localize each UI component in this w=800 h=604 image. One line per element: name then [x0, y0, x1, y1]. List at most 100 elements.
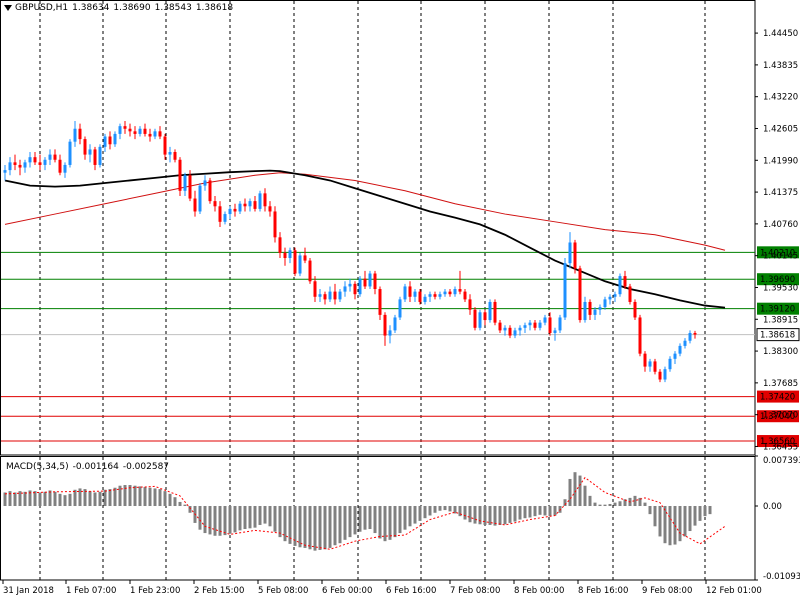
macd-histogram-bar [143, 487, 147, 507]
candle-body [583, 301, 587, 321]
macd-histogram-bar [493, 506, 497, 526]
candle-body [678, 345, 682, 354]
macd-histogram-bar [78, 488, 82, 507]
candle-body [78, 128, 82, 140]
macd-name: MACD(5,34,5) [6, 462, 69, 472]
ma-slow-black-line [4, 169, 726, 309]
candle-body [658, 371, 662, 380]
candle-body [378, 289, 382, 315]
candle-body [498, 322, 502, 331]
macd-tick-label: 0.00 [763, 502, 782, 512]
macd-histogram-bar [358, 506, 362, 532]
candle-body [488, 301, 492, 321]
macd-histogram-bar [583, 485, 587, 507]
time-tick-label: 1 Feb 23:00 [130, 586, 180, 596]
macd-histogram-bar [638, 497, 642, 507]
macd-histogram-bar [538, 506, 542, 515]
macd-histogram-bar [403, 506, 407, 530]
macd-histogram-bar [38, 492, 42, 507]
candle-body [318, 294, 322, 297]
low-value: 1.38543 [154, 3, 192, 13]
close-value: 1.38618 [195, 3, 234, 13]
macd-tick-label: -0.010939 [763, 572, 800, 582]
macd-histogram-bar [368, 506, 372, 530]
candle-body [418, 291, 422, 302]
macd-histogram-bar [28, 490, 32, 507]
candle-body [288, 250, 292, 259]
macd-histogram-bar [488, 506, 492, 525]
candle-body [223, 214, 227, 222]
candle-body [543, 317, 547, 323]
macd-histogram-bar [178, 501, 182, 507]
candle-body [153, 131, 157, 137]
candle-body [388, 330, 392, 336]
candle-body [188, 175, 192, 199]
macd-tick-label: 0.007393 [763, 456, 800, 466]
macd-histogram-bar [593, 502, 597, 507]
macd-histogram-bar [268, 506, 272, 527]
macd-histogram-bar [588, 495, 592, 507]
macd-histogram-bar [208, 506, 212, 535]
candle-body [253, 201, 257, 209]
candle-body [628, 286, 632, 302]
price-tick-label: 1.38915 [763, 315, 798, 325]
candle-body [573, 242, 577, 269]
macd-histogram-bar [228, 506, 232, 534]
macd-histogram-bar [83, 489, 87, 507]
time-tick-label: 6 Feb 16:00 [386, 586, 436, 596]
time-tick-label: 8 Feb 00:00 [514, 586, 564, 596]
macd-histogram-bar [568, 478, 572, 507]
macd-histogram-bar [533, 506, 537, 517]
candle-body [238, 203, 242, 212]
candle-body [623, 276, 627, 287]
candle-body [298, 255, 302, 274]
candle-body [313, 281, 317, 297]
macd-histogram-bar [58, 493, 62, 507]
macd-histogram-bar [293, 506, 297, 546]
candle-body [33, 157, 37, 163]
candle-body [163, 136, 167, 155]
macd-histogram-bar [18, 491, 22, 507]
macd-header: MACD(5,34,5) -0.001164 -0.002587 [6, 462, 169, 472]
macd-histogram-bar [243, 506, 247, 530]
price-tick-label: 1.43220 [763, 93, 798, 103]
candle-body [508, 327, 512, 336]
high-value: 1.38690 [113, 3, 151, 13]
candle-body [453, 289, 457, 295]
dropdown-triangle-icon[interactable] [4, 4, 12, 11]
macd-histogram-bar [603, 504, 607, 507]
candle-body [363, 278, 367, 287]
macd-histogram-bar [653, 506, 657, 527]
macd-histogram-bar [503, 506, 507, 525]
candle-body [303, 255, 307, 261]
candle-body [158, 131, 162, 137]
macd-histogram-bar [633, 495, 637, 507]
candle-body [688, 332, 692, 341]
candle-body [383, 314, 387, 336]
price-tick-label: 1.38300 [763, 347, 798, 357]
macd-histogram-bar [23, 491, 27, 507]
candle-body [228, 208, 232, 215]
macd-histogram-bar [278, 506, 282, 538]
macd-histogram-bar [658, 506, 662, 537]
macd-histogram-bar [388, 506, 392, 540]
macd-histogram-bar [478, 506, 482, 525]
level-label: 1.40210 [760, 248, 795, 258]
candle-body [348, 283, 352, 287]
candle-body [128, 128, 132, 132]
candle-body [13, 162, 17, 165]
candle-body [553, 330, 557, 333]
candle-body [588, 301, 592, 315]
candle-body [98, 146, 102, 165]
candle-body [123, 126, 127, 129]
macd-histogram-bar [643, 502, 647, 507]
macd-histogram-bar [13, 492, 17, 507]
candle-body [448, 291, 452, 295]
macd-histogram-bar [698, 506, 702, 521]
macd-histogram-bar [68, 493, 72, 507]
level-label: 1.36560 [760, 437, 795, 447]
macd-histogram-bar [378, 506, 382, 539]
macd-histogram-bar [113, 487, 117, 507]
candle-body [693, 332, 697, 335]
candle-body [273, 211, 277, 238]
